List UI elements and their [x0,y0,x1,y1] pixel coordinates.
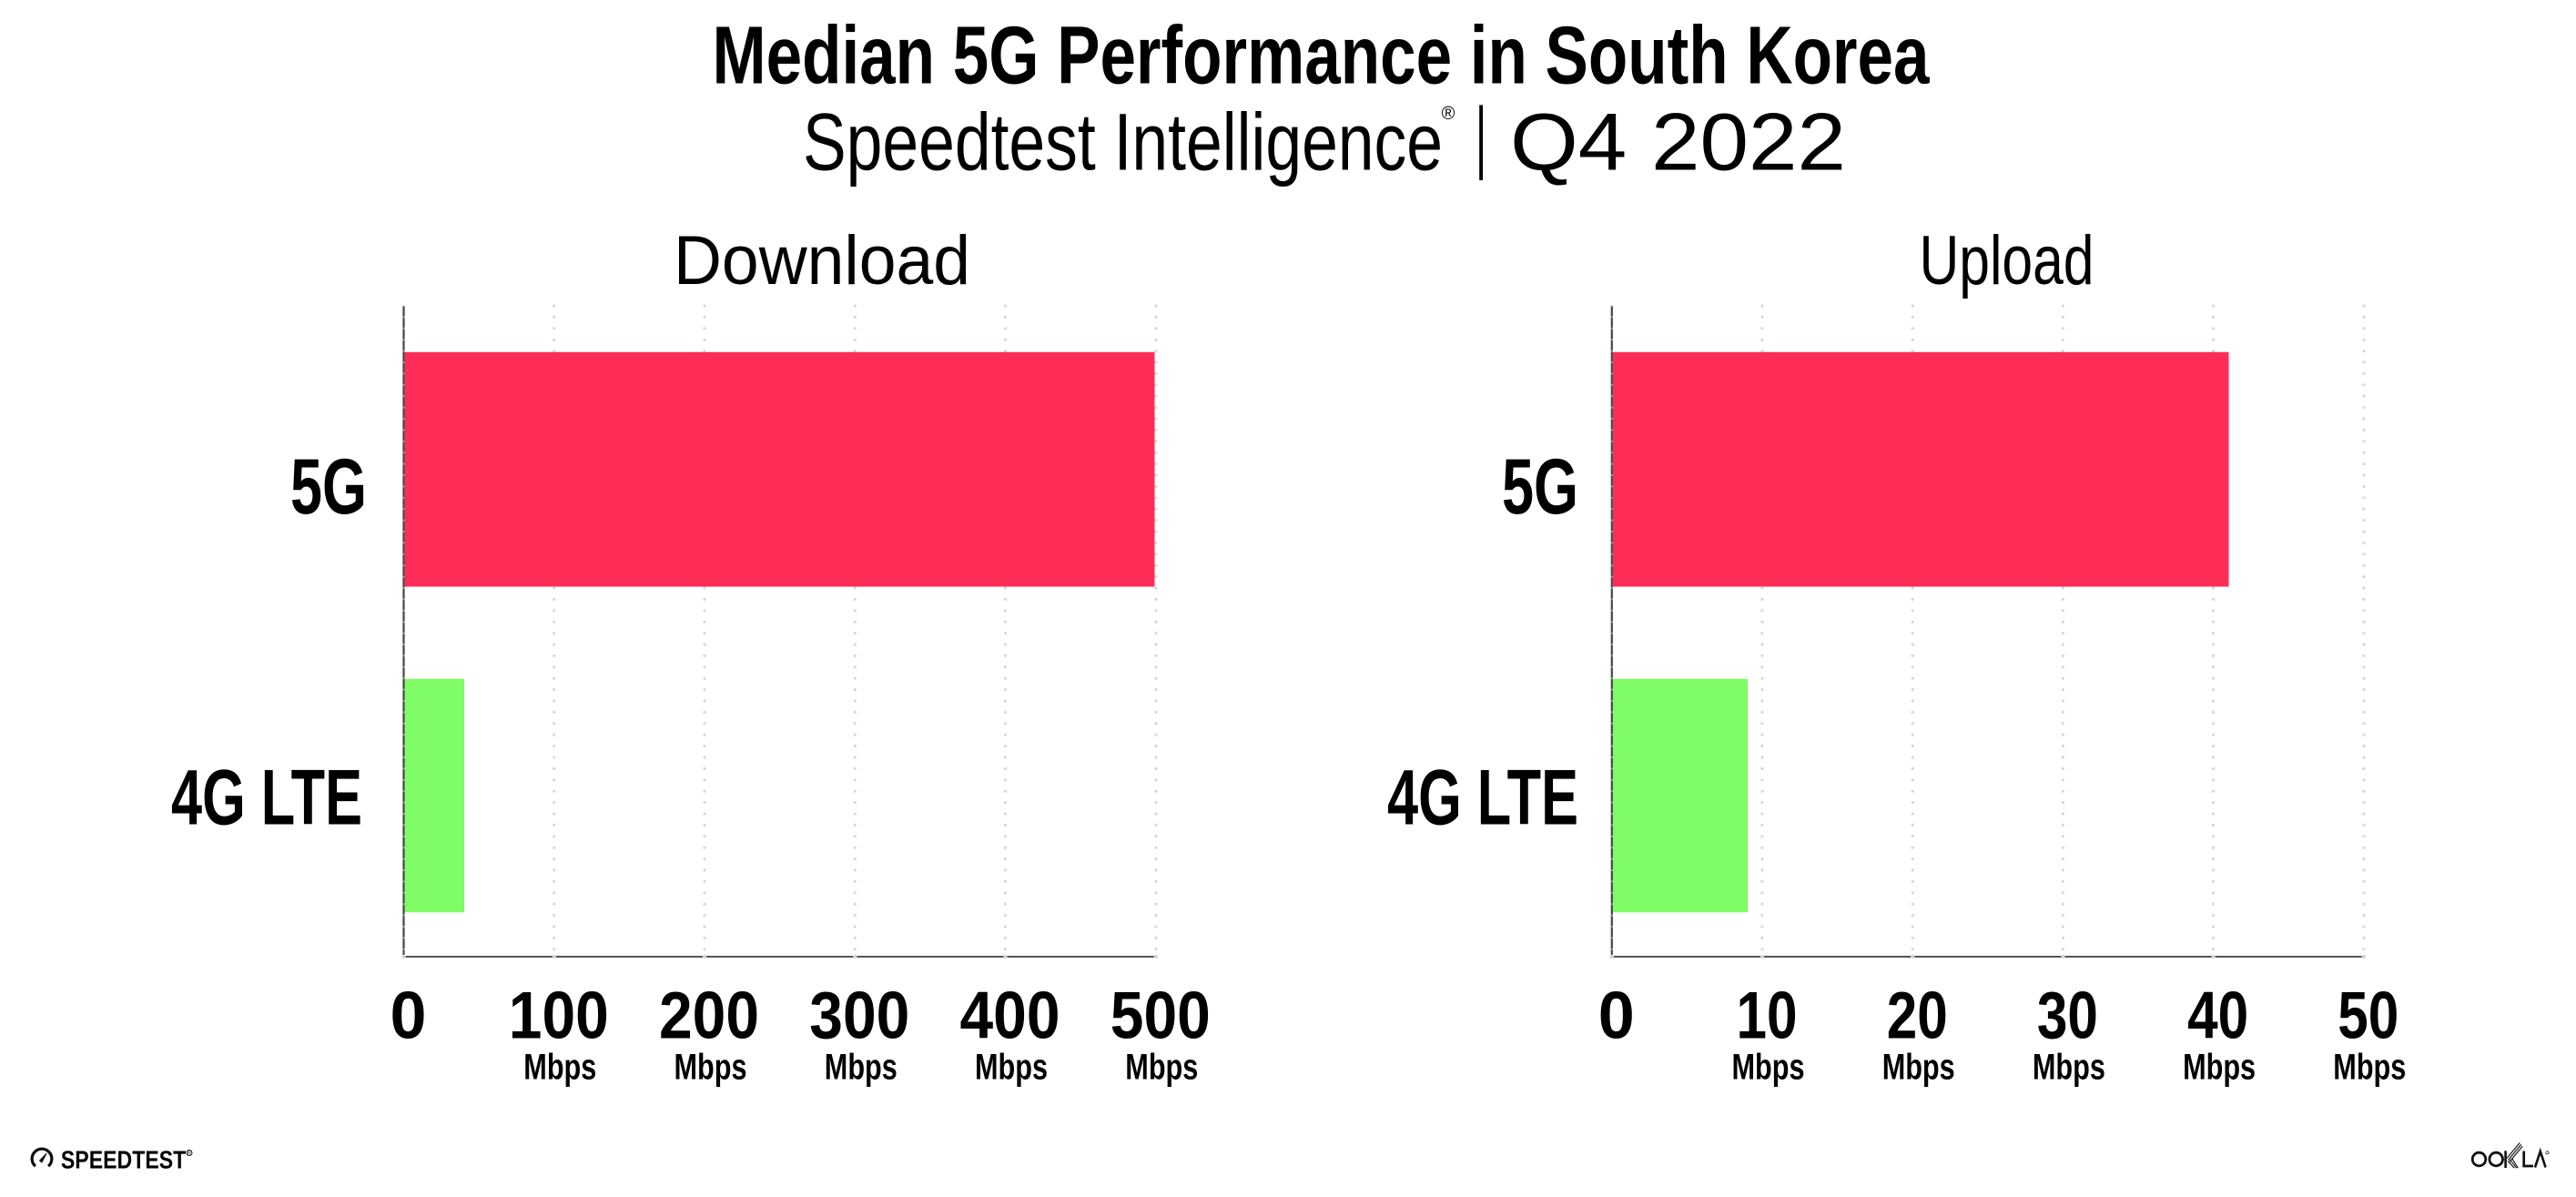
svg-text:10: 10 [1737,979,1798,1053]
svg-text:SPEEDTEST: SPEEDTEST [61,1146,186,1174]
svg-text:Q4 2022: Q4 2022 [1510,96,1846,188]
svg-text:Median 5G Performance in South: Median 5G Performance in South Korea [713,10,1931,101]
svg-text:Mbps: Mbps [825,1048,898,1088]
svg-text:100: 100 [509,979,609,1053]
svg-text:30: 30 [2037,979,2098,1053]
svg-text:Upload: Upload [1920,222,2094,299]
svg-text:Mbps: Mbps [2333,1048,2406,1088]
svg-text:Speedtest Intelligence: Speedtest Intelligence [803,96,1443,188]
svg-text:Mbps: Mbps [1732,1048,1805,1088]
svg-text:Mbps: Mbps [1125,1048,1198,1088]
svg-text:Mbps: Mbps [975,1048,1048,1088]
svg-text:20: 20 [1887,979,1948,1053]
svg-text:Mbps: Mbps [2033,1048,2105,1088]
svg-text:Mbps: Mbps [1882,1048,1955,1088]
svg-text:0: 0 [1598,979,1635,1053]
svg-text:40: 40 [2187,979,2248,1053]
svg-text:5G: 5G [1502,443,1578,531]
svg-text:4G LTE: 4G LTE [171,755,362,842]
svg-text:4G LTE: 4G LTE [1387,755,1578,842]
svg-text:0: 0 [390,979,427,1053]
svg-text:®: ® [1442,104,1455,124]
svg-text:5G: 5G [290,443,367,531]
svg-text:Mbps: Mbps [2183,1048,2256,1088]
svg-text:400: 400 [960,979,1060,1053]
svg-text:200: 200 [659,979,759,1053]
svg-text:50: 50 [2338,979,2399,1053]
svg-text:300: 300 [809,979,909,1053]
svg-text:Mbps: Mbps [674,1048,747,1088]
svg-text:R: R [188,1151,191,1156]
svg-text:Mbps: Mbps [523,1048,596,1088]
svg-text:Download: Download [674,222,970,299]
svg-text:500: 500 [1111,979,1211,1053]
